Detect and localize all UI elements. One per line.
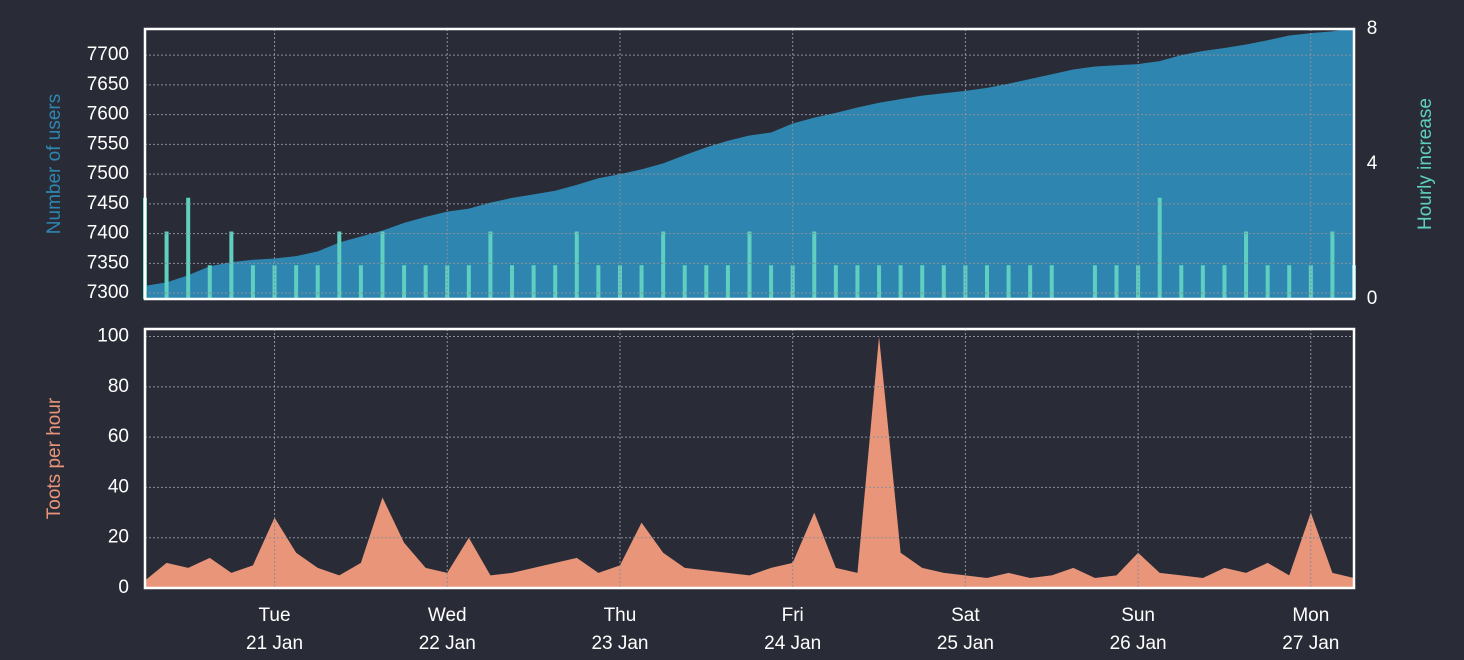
x-tick-label: Fri 24 Jan: [764, 605, 821, 654]
increase-bar: [769, 265, 774, 299]
increase-bar: [229, 231, 234, 299]
y-axis-title: Toots per hour: [44, 397, 65, 519]
y-tick-label: 7450: [87, 193, 129, 214]
x-tick-label: Mon 27 Jan: [1282, 605, 1339, 654]
increase-bar: [1287, 265, 1292, 299]
y-tick-label: 7650: [87, 74, 129, 95]
increase-bar: [596, 265, 601, 299]
increase-bar: [466, 265, 471, 299]
increase-bar: [812, 231, 817, 299]
plot-frame: [143, 327, 1356, 590]
increase-bar: [574, 231, 579, 299]
increase-bar: [1330, 231, 1335, 299]
increase-bar: [1265, 265, 1270, 299]
increase-bar: [941, 265, 946, 299]
increase-bar: [1114, 265, 1119, 299]
increase-bar: [553, 265, 558, 299]
y2-tick-label: 4: [1367, 153, 1378, 174]
increase-bar: [294, 265, 299, 299]
increase-bar: [725, 265, 730, 299]
increase-bar: [186, 197, 191, 299]
increase-bar: [358, 265, 363, 299]
increase-bar: [531, 265, 536, 299]
increase-bar: [1157, 197, 1162, 299]
increase-bar: [704, 265, 709, 299]
plot-frame: [143, 27, 1356, 301]
y-tick-label: 100: [97, 326, 129, 347]
y-tick-label: 7700: [87, 44, 129, 65]
increase-bar: [898, 265, 903, 299]
y2-axis-title: Hourly increase: [1415, 98, 1436, 230]
x-tick-label: Sun 26 Jan: [1110, 605, 1167, 654]
increase-bar: [207, 265, 212, 299]
y-tick-label: 40: [108, 476, 129, 497]
y-tick-label: 7400: [87, 223, 129, 244]
y-tick-label: 0: [118, 577, 129, 598]
increase-bar: [877, 265, 882, 299]
increase-bar: [833, 265, 838, 299]
increase-bar: [920, 265, 925, 299]
increase-bar: [380, 231, 385, 299]
increase-bar: [682, 265, 687, 299]
increase-bar: [1006, 265, 1011, 299]
y-tick-label: 7300: [87, 282, 129, 303]
increase-bar: [164, 231, 169, 299]
increase-bar: [1179, 265, 1184, 299]
y-tick-label: 7600: [87, 104, 129, 125]
increase-bar: [1200, 265, 1205, 299]
y-tick-label: 7550: [87, 133, 129, 154]
increase-bar: [423, 265, 428, 299]
area: [145, 27, 1354, 299]
y2-tick-label: 8: [1367, 18, 1378, 39]
y-tick-label: 80: [108, 376, 129, 397]
x-tick-label: Sat 25 Jan: [937, 605, 994, 654]
increase-bar: [855, 265, 860, 299]
increase-bar: [250, 265, 255, 299]
x-tick-label: Wed 22 Jan: [419, 605, 476, 654]
increase-bar: [315, 265, 320, 299]
y-tick-label: 7500: [87, 163, 129, 184]
increase-bar: [337, 231, 342, 299]
increase-bar: [639, 265, 644, 299]
y-tick-label: 20: [108, 527, 129, 548]
increase-bar: [661, 231, 666, 299]
increase-bar: [747, 231, 752, 299]
increase-bar: [1244, 231, 1249, 299]
increase-bar: [402, 265, 407, 299]
increase-bar: [1049, 265, 1054, 299]
increase-bar: [1028, 265, 1033, 299]
increase-bar: [984, 265, 989, 299]
increase-bar: [1222, 265, 1227, 299]
y-tick-label: 60: [108, 426, 129, 447]
x-tick-label: Tue 21 Jan: [246, 605, 303, 654]
increase-bar: [510, 265, 515, 299]
increase-bar: [1092, 265, 1097, 299]
area: [145, 336, 1354, 588]
y2-tick-label: 0: [1367, 288, 1378, 309]
x-tick-label: Thu 23 Jan: [591, 605, 648, 654]
y-axis-title: Number of users: [44, 94, 65, 234]
y-tick-label: 7350: [87, 252, 129, 273]
increase-bar: [488, 231, 493, 299]
